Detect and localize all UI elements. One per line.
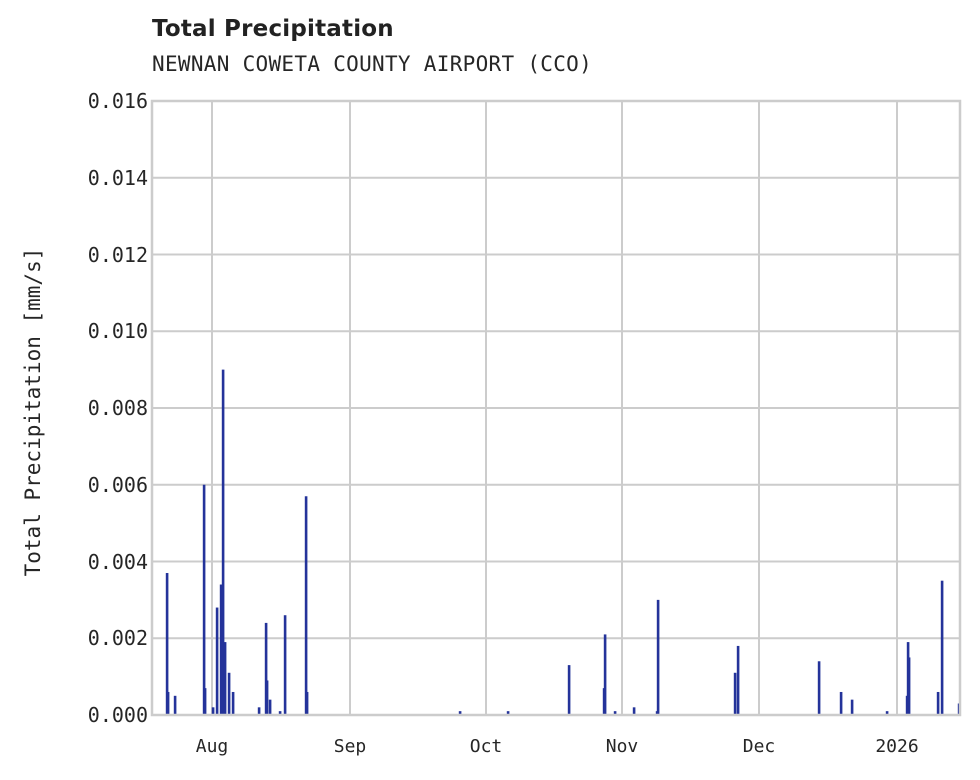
precip-bar bbox=[257, 707, 261, 715]
precip-bar bbox=[936, 691, 940, 715]
y-tick-label: 0.006 bbox=[87, 472, 148, 497]
y-tick-label: 0.016 bbox=[87, 89, 148, 113]
precipitation-bars bbox=[165, 369, 961, 715]
precip-bar bbox=[632, 707, 636, 715]
precip-bar bbox=[278, 711, 282, 715]
precip-bar bbox=[567, 665, 571, 715]
precip-bar bbox=[305, 691, 309, 715]
precip-bar bbox=[940, 580, 944, 715]
chart-subtitle: NEWNAN COWETA COUNTY AIRPORT (CCO) bbox=[152, 52, 593, 76]
y-tick-label: 0.000 bbox=[87, 703, 148, 727]
precip-bar bbox=[656, 599, 660, 715]
gridlines bbox=[152, 100, 960, 716]
precip-bar bbox=[613, 711, 617, 715]
precip-bar bbox=[173, 695, 177, 715]
precip-bar bbox=[227, 672, 231, 715]
y-tick-label: 0.012 bbox=[87, 242, 148, 267]
precip-bar bbox=[223, 642, 227, 715]
precip-bar bbox=[736, 645, 740, 715]
precip-bar bbox=[211, 707, 215, 715]
precip-bar bbox=[283, 615, 287, 715]
precip-bar bbox=[817, 661, 821, 715]
precip-bar bbox=[733, 672, 737, 715]
x-tick-label: Oct bbox=[469, 736, 503, 757]
x-tick-label: Aug bbox=[195, 736, 229, 757]
y-tick-label: 0.014 bbox=[87, 165, 148, 190]
chart-title: Total Precipitation bbox=[152, 16, 394, 42]
x-tick-label: Sep bbox=[333, 736, 367, 757]
precip-bar bbox=[265, 680, 269, 715]
y-tick-label: 0.002 bbox=[87, 626, 148, 651]
precip-bar bbox=[215, 607, 219, 715]
precip-bar bbox=[907, 657, 911, 715]
precip-bar bbox=[264, 622, 268, 715]
precip-bar bbox=[221, 369, 225, 715]
y-tick-label: 0.010 bbox=[87, 319, 148, 344]
precip-bar bbox=[268, 699, 272, 715]
x-tick-label: Dec bbox=[742, 736, 776, 757]
precip-bar bbox=[885, 711, 889, 715]
precip-bar bbox=[304, 496, 308, 715]
precip-bar bbox=[202, 484, 206, 715]
precip-bar bbox=[506, 711, 510, 715]
x-tick-label: Nov bbox=[605, 736, 639, 757]
precip-bar bbox=[231, 691, 235, 715]
precip-bar bbox=[166, 691, 170, 715]
precip-bar bbox=[839, 691, 843, 715]
y-tick-label: 0.008 bbox=[87, 396, 148, 420]
plot-frame bbox=[150, 99, 962, 717]
precip-bar bbox=[850, 699, 854, 715]
precip-bar bbox=[165, 573, 169, 715]
x-tick-label: 2026 bbox=[875, 736, 919, 757]
precip-bar bbox=[203, 688, 207, 715]
y-tick-label: 0.004 bbox=[87, 549, 148, 574]
precip-bar bbox=[219, 584, 223, 715]
precip-bar bbox=[458, 711, 462, 715]
precip-bar bbox=[603, 634, 607, 715]
